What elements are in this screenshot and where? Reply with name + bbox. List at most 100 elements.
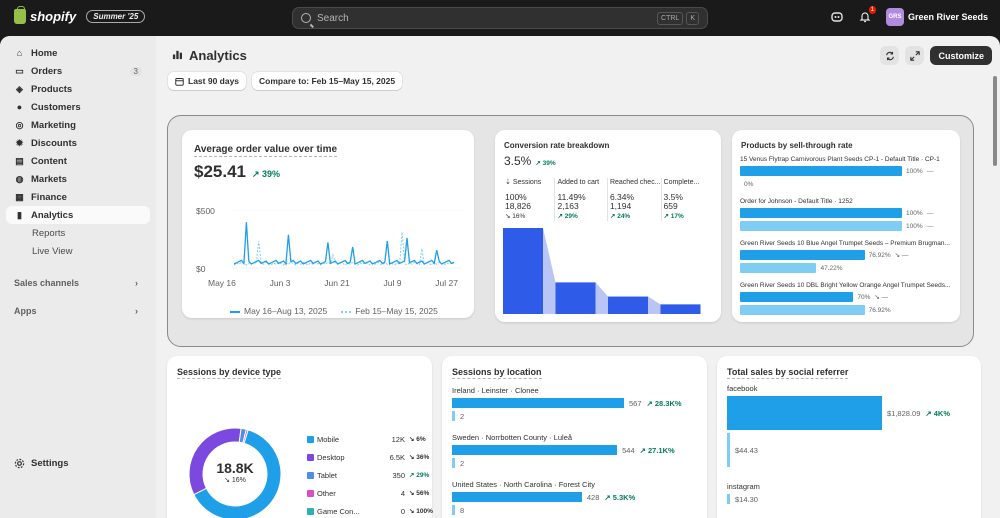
aov-current-series (233, 222, 455, 266)
arrow-up-icon: ↗ (609, 212, 618, 220)
referrer-previous-bar[interactable] (727, 433, 730, 467)
current-bar[interactable] (740, 166, 902, 176)
location-bar[interactable] (452, 492, 582, 502)
location-previous-bar[interactable] (452, 458, 455, 468)
sidebar-item-settings[interactable]: Settings (6, 454, 150, 472)
location-title[interactable]: Sessions by location (452, 367, 542, 379)
compare-button[interactable]: Compare to: Feb 15–May 15, 2025 (252, 72, 403, 90)
shopify-logo[interactable]: shopify Summer '25 (14, 6, 146, 24)
referrer-bar[interactable] (727, 396, 882, 430)
conversion-card[interactable]: Conversion rate breakdown 3.5% ↗ 39% ⇣ S… (495, 130, 721, 322)
device-legend-row[interactable]: Mobile 12K ↘ 6% (307, 430, 439, 448)
sell-through-row[interactable]: Green River Seeds 10 Blue Angel Trumpet … (740, 240, 952, 273)
sales-channels-section[interactable]: Sales channels › (6, 274, 150, 292)
arrow-up-icon: ↗ (409, 472, 417, 479)
date-range-button[interactable]: Last 90 days (168, 72, 247, 90)
funnel-column: Complete... 3.5% 659 ↗ 17% (660, 178, 713, 221)
funnel-header-label: Added to cart (557, 179, 600, 186)
aov-card[interactable]: Average order value over time $25.41 ↗ 3… (182, 130, 474, 318)
location-row[interactable]: United States · North Carolina · Forest … (452, 480, 712, 515)
sidebar-item-markets[interactable]: ◍ Markets (6, 170, 150, 188)
donut-slice[interactable] (242, 428, 249, 444)
donut-slice[interactable] (193, 428, 282, 518)
device-legend-row[interactable]: Tablet 350 ↗ 29% (307, 466, 439, 484)
sell-through-card[interactable]: Products by sell-through rate 15 Venus F… (732, 130, 960, 322)
sidebar-item-orders[interactable]: ▭ Orders 3 (6, 62, 150, 80)
previous-pct: 0% (744, 180, 754, 188)
referrer-row[interactable]: instagram $14.30 (727, 482, 987, 504)
scrollbar[interactable] (993, 76, 997, 166)
conversion-title[interactable]: Conversion rate breakdown (504, 141, 610, 150)
sidebar-item-content[interactable]: ▤ Content (6, 152, 150, 170)
aov-previous-series (233, 232, 455, 266)
location-previous-line: 2 (452, 458, 712, 468)
apps-section[interactable]: Apps › (6, 302, 150, 320)
location-previous-value: 2 (460, 458, 465, 468)
current-bar[interactable] (740, 292, 854, 302)
location-card[interactable]: Sessions by location Ireland · Leinster … (442, 356, 707, 518)
sidebar-sub-reports[interactable]: Reports (32, 227, 66, 239)
shortcut-ctrl: CTRL (657, 11, 684, 25)
donut-center: 18.8K ↘ 16% (201, 460, 269, 484)
device-legend-row[interactable]: Desktop 6.5K ↘ 36% (307, 448, 439, 466)
sidekick-icon[interactable] (830, 10, 844, 24)
sidebar-item-finance[interactable]: ▦ Finance (6, 188, 150, 206)
aov-title[interactable]: Average order value over time (194, 144, 338, 157)
funnel-bar[interactable] (555, 282, 596, 314)
no-change-dash: — (926, 222, 934, 230)
sidebar-sub-live-view[interactable]: Live View (32, 245, 73, 257)
notifications-bell-icon[interactable]: 1 (858, 6, 876, 24)
location-row[interactable]: Ireland · Leinster · Clonee 567 ↗ 28.3K% 2 (452, 386, 712, 421)
device-name: Tablet (317, 470, 338, 480)
device-change-text: 29% (416, 472, 430, 479)
edition-badge[interactable]: Summer '25 (86, 10, 146, 23)
referrer-card[interactable]: Total sales by social referrer facebook $… (717, 356, 981, 518)
store-menu[interactable]: GRS Green River Seeds (885, 8, 988, 26)
location-change-text: 5.3K% (612, 492, 636, 502)
sell-through-row[interactable]: Green River Seeds 10 DBL Bright Yellow O… (740, 282, 952, 315)
device-legend-row[interactable]: Game Con... 0 ↘ 100% (307, 502, 439, 518)
previous-bar[interactable] (740, 305, 865, 315)
refresh-button[interactable] (880, 46, 900, 65)
sidebar-item-home[interactable]: ⌂ Home (6, 44, 150, 62)
sidebar-item-products[interactable]: ◈ Products (6, 80, 150, 98)
location-row[interactable]: Sweden · Norrbotten County · Luleå 544 ↗ 2… (452, 433, 712, 468)
shortcut-k: K (686, 11, 699, 25)
search-bar[interactable]: Search CTRL K (292, 7, 708, 29)
location-bar[interactable] (452, 445, 618, 455)
funnel-bar[interactable] (608, 296, 648, 314)
funnel-pct: 100% (505, 191, 527, 202)
customize-button[interactable]: Customize (930, 46, 992, 65)
funnel-bar[interactable] (503, 228, 543, 314)
funnel-pct: 11.49% (557, 191, 586, 202)
sidebar-item-marketing[interactable]: ◎ Marketing (6, 116, 150, 134)
sell-through-row[interactable]: 15 Venus Flytrap Carnivorous Plant Seeds… (740, 156, 952, 189)
device-legend-row[interactable]: Other 4 ↘ 56% (307, 484, 439, 502)
device-change-text: 16% (231, 477, 246, 484)
location-previous-bar[interactable] (452, 505, 455, 515)
current-bar[interactable] (740, 250, 865, 260)
sessions-icon: ⇣ (505, 179, 513, 186)
funnel-bar[interactable] (660, 304, 701, 314)
referrer-title[interactable]: Total sales by social referrer (727, 367, 849, 379)
sidebar-item-customers[interactable]: ● Customers (6, 98, 150, 116)
sidebar-item-discounts[interactable]: ✹ Discounts (6, 134, 150, 152)
previous-bar[interactable] (740, 221, 902, 231)
location-previous-bar[interactable] (452, 411, 455, 421)
previous-bar[interactable] (740, 263, 817, 273)
search-input[interactable]: Search (317, 12, 349, 24)
chevron-right-icon: › (135, 278, 138, 288)
location-bar[interactable] (452, 398, 624, 408)
current-bar[interactable] (740, 208, 902, 218)
sell-through-title[interactable]: Products by sell-through rate (741, 141, 853, 150)
referrer-previous-bar[interactable] (727, 494, 730, 504)
inbox-icon: ▭ (15, 65, 24, 76)
device-card[interactable]: Sessions by device type 18.8K ↘ 16% Mobi… (167, 356, 433, 518)
device-title[interactable]: Sessions by device type (177, 367, 282, 379)
fullscreen-button[interactable] (905, 46, 925, 65)
gear-icon (14, 458, 25, 469)
sidebar-item-analytics[interactable]: ▮ Analytics (6, 206, 150, 224)
sell-through-row[interactable]: Order for Johnson - Default Title · 1252… (740, 198, 952, 231)
referrer-row[interactable]: facebook $1,828.09 ↗ 4K% $44.43 (727, 384, 987, 467)
sidebar-item-label: Markets (31, 173, 67, 185)
